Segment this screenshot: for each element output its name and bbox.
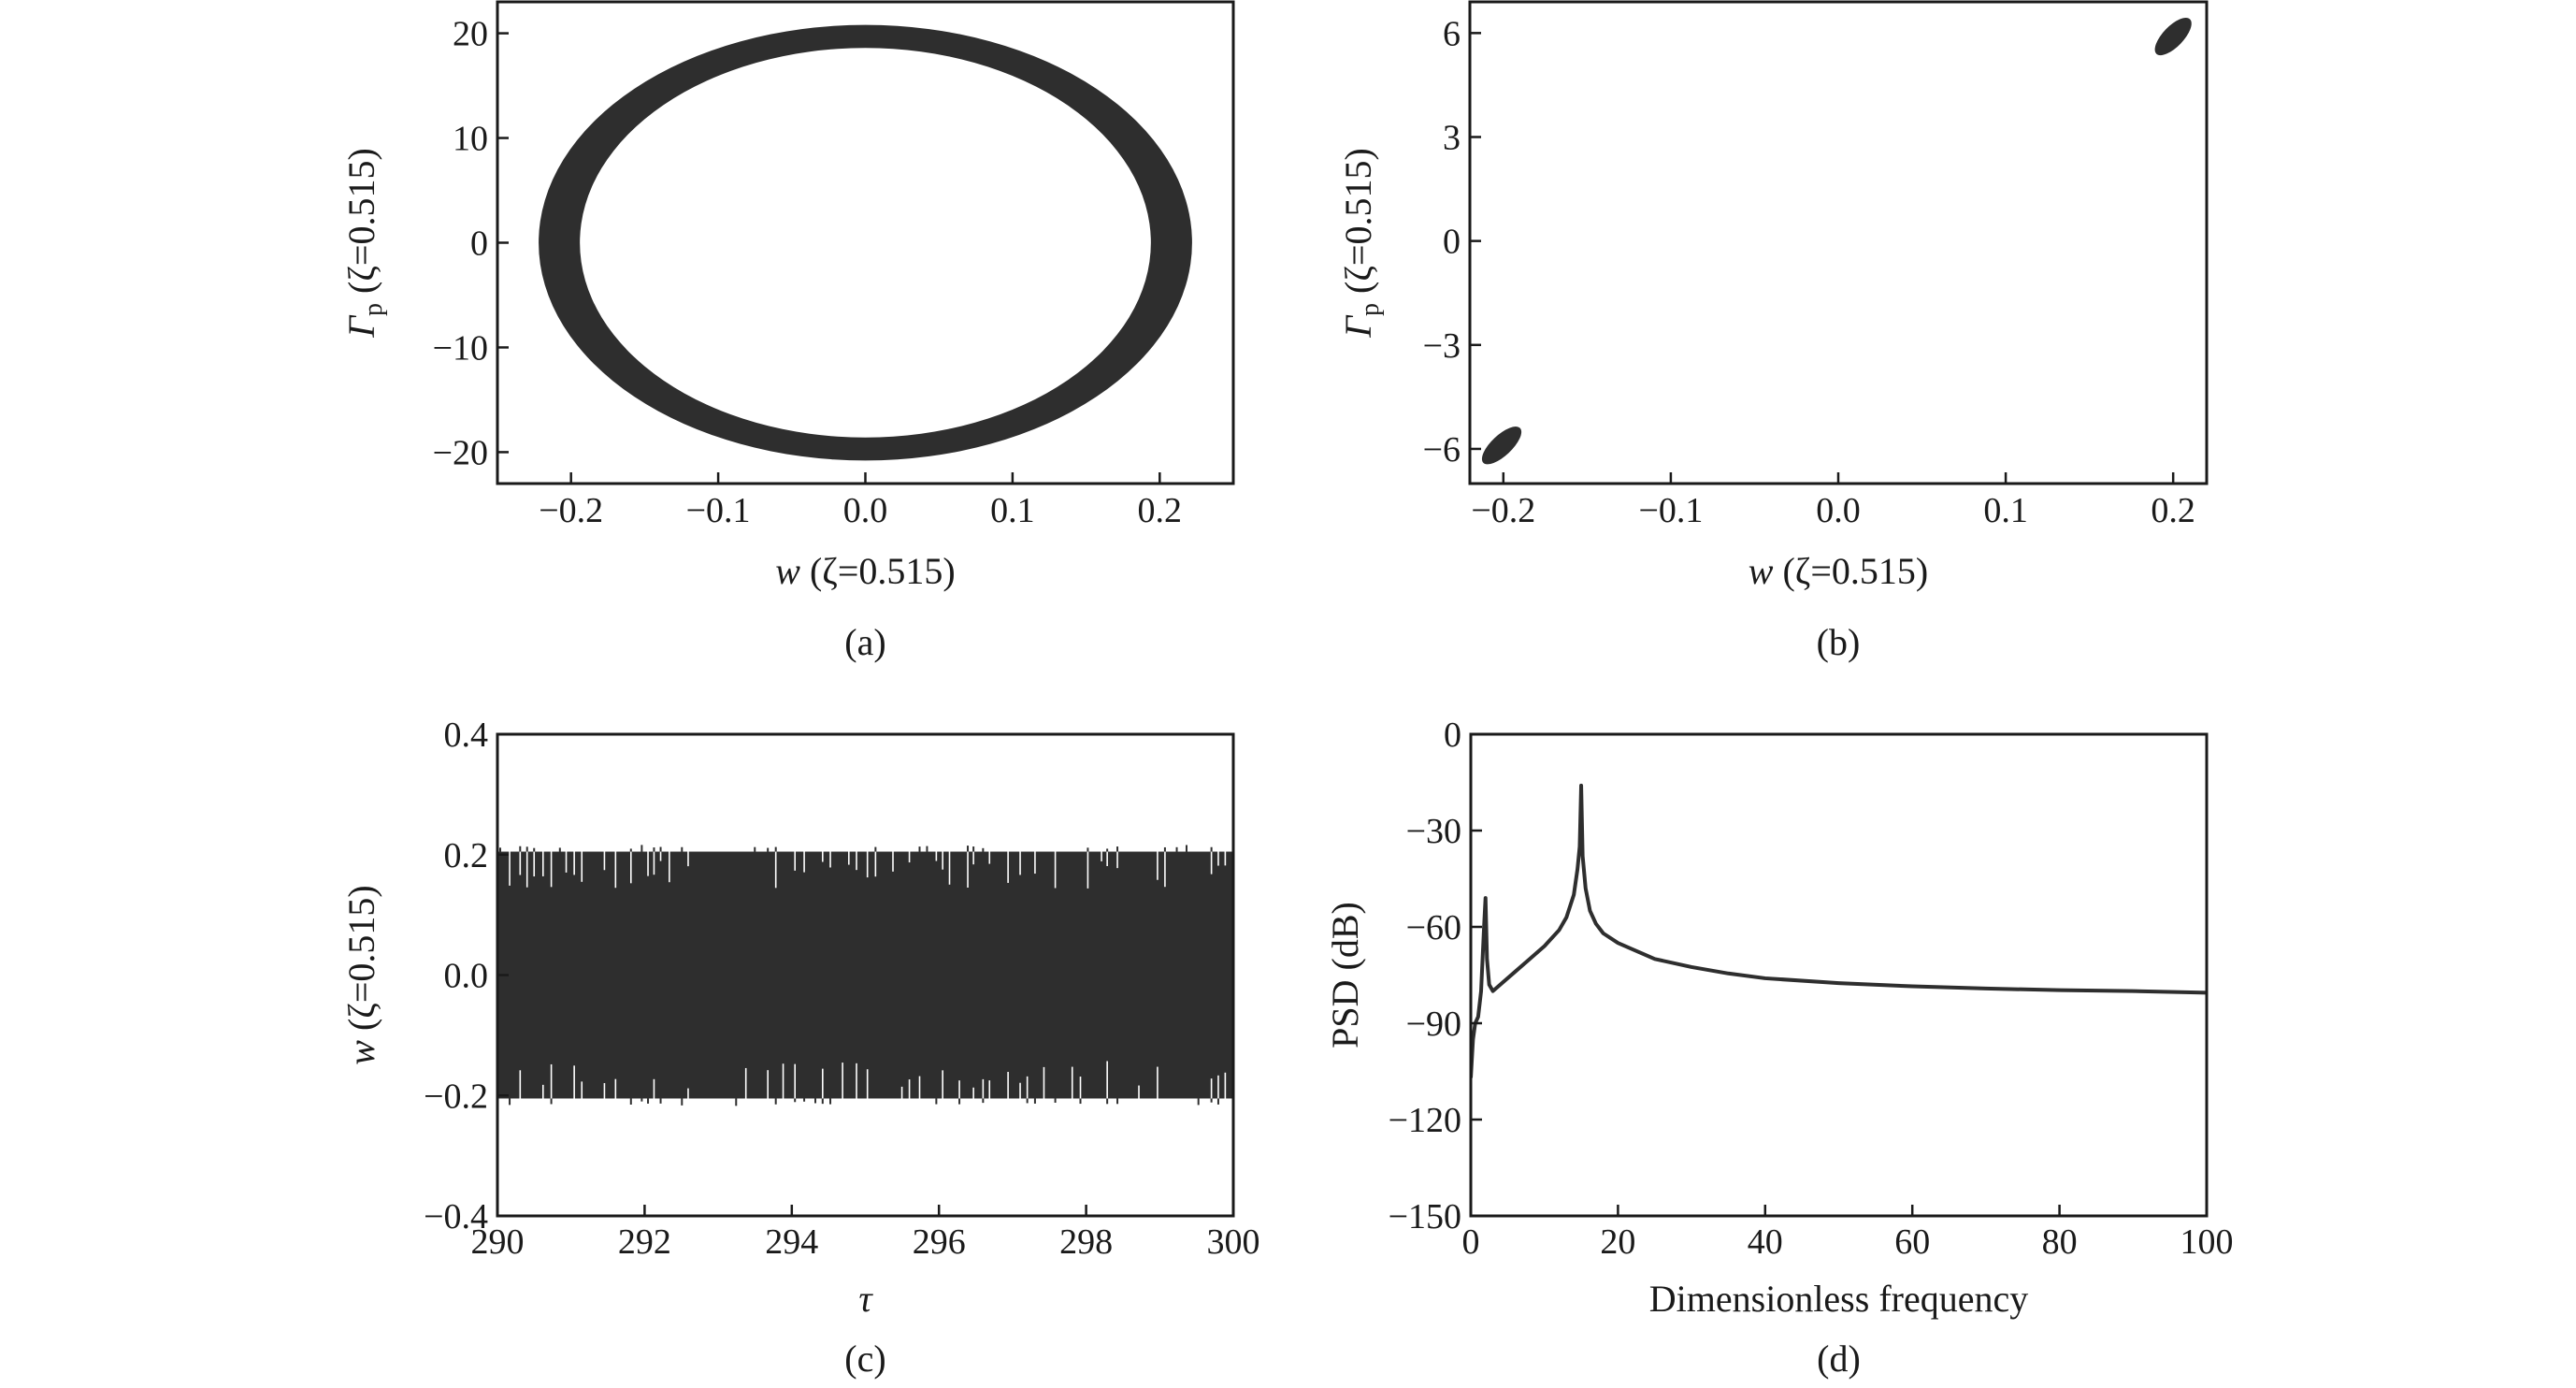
poincare-cluster [1481,427,1522,465]
panel-caption: (b) [1817,621,1861,663]
y-tick-label: 6 [1443,14,1461,53]
x-tick-label: 290 [471,1222,525,1262]
y-tick-label: 0 [470,224,488,264]
axes-frame [496,0,1235,485]
y-tick-label: −3 [1423,326,1461,366]
x-tick-label: 294 [765,1222,818,1262]
x-tick-label: −0.2 [539,491,603,530]
x-tick-label: 300 [1207,1222,1260,1262]
axis-label-variable: Γ [340,314,382,339]
y-tick-label: −10 [433,328,488,368]
axis-label-variable: w [1749,550,1774,592]
axis-label-text: (ζ=0.515) [1337,148,1379,303]
y-tick-label: 0 [1443,223,1461,262]
y-tick-label: −150 [1389,1197,1461,1236]
y-tick-label: −30 [1406,812,1461,851]
axis-label-subscript: p [359,303,388,316]
x-tick-label: 0.1 [990,491,1035,530]
y-tick-label: −120 [1389,1101,1461,1140]
x-tick-label: 60 [1894,1222,1930,1262]
axis-label-text: (ζ=0.515) [1773,550,1928,592]
y-axis-label: Γp (ζ=0.515) [1337,148,1385,339]
axes-frame [1469,732,2209,1218]
y-tick-label: 3 [1443,118,1461,157]
x-tick-label: 0.2 [2151,491,2195,530]
y-tick-label: 20 [453,15,488,54]
x-tick-label: 292 [618,1222,671,1262]
x-tick-label: 0.1 [1983,491,2028,530]
x-tick-label: −0.1 [686,491,751,530]
axis-label-text: (ζ=0.515) [340,885,382,1040]
panel-caption: (c) [844,1337,885,1380]
y-axis-label: Γp (ζ=0.515) [340,148,388,339]
plot-area [1471,783,2207,1078]
x-tick-label: 0.0 [843,491,888,530]
x-axis-label: τ [858,1278,873,1320]
poincare-cluster [2154,18,2192,56]
y-tick-label: −20 [433,433,488,472]
y-tick-label: 0.4 [444,716,489,755]
panel-c: 290 292 294 296 298 300 0.4 0.2 0.0 −0.2 −0.4 τ w (ζ… [340,716,1260,1380]
axis-label-text: Dimensionless frequency [1649,1278,2028,1320]
y-tick-label: −90 [1406,1005,1461,1044]
y-tick-label: 0.0 [444,957,489,996]
psd-line [1471,783,2207,1078]
axis-label-text: (ζ=0.515) [800,550,956,592]
x-tick-label: 40 [1748,1222,1783,1262]
panel-d: 0 20 40 60 80 100 0 −30 −60 −90 −120 −150 Dimensionl… [1324,716,2234,1380]
x-axis-label: w (ζ=0.515) [1749,550,1928,592]
x-tick-label: 0.0 [1816,491,1861,530]
panel-caption: (a) [844,621,885,663]
plot-area [539,24,1192,461]
axis-label-variable: w [340,1040,382,1065]
x-tick-label: 80 [2042,1222,2078,1262]
x-tick-label: 20 [1600,1222,1635,1262]
y-tick-label: −0.4 [424,1197,488,1236]
x-tick-label: 298 [1059,1222,1113,1262]
y-axis-label: w (ζ=0.515) [340,885,382,1064]
y-tick-label: 0 [1444,716,1461,755]
y-tick-label: 0.2 [444,836,489,875]
axis-label-variable: w [775,550,800,592]
axes-frame [1468,0,2209,485]
plot-area [1481,18,2192,465]
y-tick-label: −0.2 [424,1077,488,1116]
axis-label-variable: τ [858,1278,873,1320]
axis-label-variable: Γ [1337,314,1379,339]
y-tick-label: −6 [1423,430,1461,470]
x-tick-label: −0.1 [1638,491,1703,530]
y-tick-label: 10 [453,120,488,159]
x-axis-label: Dimensionless frequency [1649,1278,2028,1320]
x-tick-label: −0.2 [1471,491,1535,530]
x-tick-label: 0.2 [1138,491,1183,530]
x-tick-label: 100 [2180,1222,2234,1262]
plot-area [497,845,1233,1106]
y-axis-label: PSD (dB) [1324,902,1366,1048]
axis-label-text: (ζ=0.515) [340,148,382,303]
x-axis-label: w (ζ=0.515) [775,550,955,592]
x-tick-label: 296 [913,1222,966,1262]
y-tick-label: −60 [1406,908,1461,947]
axis-label-subscript: p [1356,303,1385,316]
phase-trajectory-ring [539,24,1192,461]
panel-caption: (d) [1817,1337,1861,1380]
axis-label-text: PSD (dB) [1324,902,1366,1048]
x-tick-label: 0 [1462,1222,1480,1262]
time-series-band [497,851,1233,1099]
